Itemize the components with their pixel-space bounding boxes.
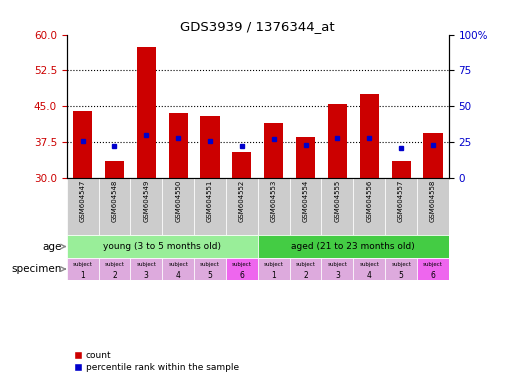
- Bar: [385, 258, 417, 280]
- Bar: [67, 178, 98, 235]
- Text: GSM604556: GSM604556: [366, 180, 372, 222]
- Text: 4: 4: [176, 271, 181, 280]
- Text: subject: subject: [391, 262, 411, 266]
- Bar: [105, 161, 124, 178]
- Bar: [98, 178, 130, 235]
- Bar: [391, 161, 410, 178]
- Bar: [194, 178, 226, 235]
- Text: 1: 1: [271, 271, 276, 280]
- Text: GSM604557: GSM604557: [398, 180, 404, 222]
- Bar: [98, 258, 130, 280]
- Bar: [290, 178, 322, 235]
- Text: GSM604549: GSM604549: [143, 180, 149, 222]
- Text: 3: 3: [144, 271, 149, 280]
- Title: GDS3939 / 1376344_at: GDS3939 / 1376344_at: [181, 20, 335, 33]
- Bar: [67, 235, 258, 258]
- Text: subject: subject: [232, 262, 252, 266]
- Text: GSM604554: GSM604554: [303, 180, 308, 222]
- Text: subject: subject: [295, 262, 315, 266]
- Bar: [258, 178, 290, 235]
- Bar: [423, 132, 443, 178]
- Text: GSM604558: GSM604558: [430, 180, 436, 222]
- Text: GSM604547: GSM604547: [80, 180, 86, 222]
- Text: subject: subject: [327, 262, 347, 266]
- Bar: [232, 152, 251, 178]
- Text: GSM604550: GSM604550: [175, 180, 181, 222]
- Bar: [162, 178, 194, 235]
- Text: 6: 6: [240, 271, 244, 280]
- Bar: [226, 178, 258, 235]
- Text: 2: 2: [303, 271, 308, 280]
- Bar: [322, 178, 353, 235]
- Bar: [322, 258, 353, 280]
- Text: aged (21 to 23 months old): aged (21 to 23 months old): [291, 242, 415, 251]
- Text: 6: 6: [430, 271, 436, 280]
- Bar: [258, 258, 290, 280]
- Text: subject: subject: [136, 262, 156, 266]
- Bar: [130, 178, 162, 235]
- Bar: [137, 46, 156, 178]
- Text: subject: subject: [168, 262, 188, 266]
- Text: 5: 5: [208, 271, 212, 280]
- Text: 4: 4: [367, 271, 372, 280]
- Text: age: age: [43, 242, 62, 252]
- Legend: count, percentile rank within the sample: count, percentile rank within the sample: [71, 348, 242, 376]
- Text: young (3 to 5 months old): young (3 to 5 months old): [103, 242, 221, 251]
- Text: subject: subject: [423, 262, 443, 266]
- Text: 5: 5: [399, 271, 404, 280]
- Bar: [258, 235, 449, 258]
- Text: subject: subject: [200, 262, 220, 266]
- Bar: [385, 178, 417, 235]
- Bar: [417, 178, 449, 235]
- Text: GSM604555: GSM604555: [334, 180, 341, 222]
- Text: GSM604552: GSM604552: [239, 180, 245, 222]
- Text: GSM604548: GSM604548: [111, 180, 117, 222]
- Text: specimen: specimen: [11, 264, 62, 274]
- Bar: [201, 116, 220, 178]
- Text: subject: subject: [73, 262, 92, 266]
- Bar: [162, 258, 194, 280]
- Bar: [194, 258, 226, 280]
- Text: 2: 2: [112, 271, 117, 280]
- Bar: [130, 258, 162, 280]
- Text: subject: subject: [359, 262, 379, 266]
- Bar: [417, 258, 449, 280]
- Bar: [226, 258, 258, 280]
- Bar: [264, 123, 283, 178]
- Text: GSM604553: GSM604553: [271, 180, 277, 222]
- Bar: [360, 94, 379, 178]
- Bar: [169, 113, 188, 178]
- Bar: [353, 258, 385, 280]
- Text: 1: 1: [80, 271, 85, 280]
- Text: subject: subject: [105, 262, 124, 266]
- Text: GSM604551: GSM604551: [207, 180, 213, 222]
- Bar: [353, 178, 385, 235]
- Bar: [73, 111, 92, 178]
- Bar: [296, 137, 315, 178]
- Text: 3: 3: [335, 271, 340, 280]
- Text: subject: subject: [264, 262, 284, 266]
- Bar: [67, 258, 98, 280]
- Bar: [328, 104, 347, 178]
- Bar: [290, 258, 322, 280]
